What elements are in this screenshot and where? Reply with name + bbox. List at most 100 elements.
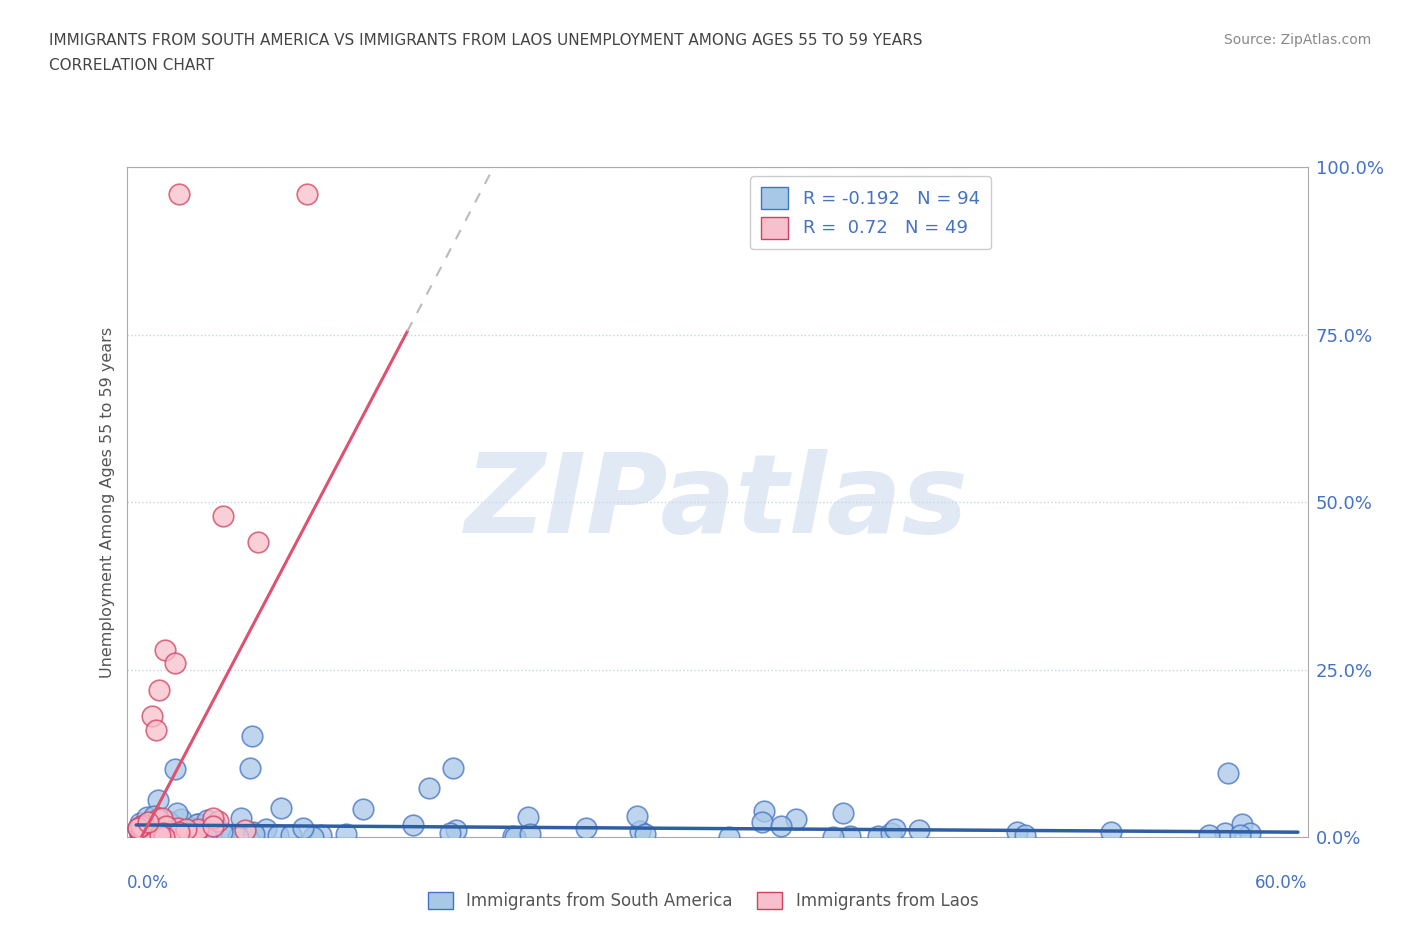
Point [163,762,186,777]
Point [214,827,236,842]
Point [156,814,179,829]
Point [148,812,170,827]
Text: 0.0%: 0.0% [127,874,169,892]
Point [866,829,889,844]
Point [152,825,174,840]
Point [884,822,907,837]
Point [132,823,155,838]
Point [301,830,323,844]
Point [908,822,931,837]
Point [231,811,253,826]
Point [831,805,853,820]
Point [131,824,153,839]
Point [502,828,524,843]
Point [138,825,160,840]
Point [204,817,226,831]
Point [280,828,302,843]
Point [233,823,256,838]
Point [516,809,538,824]
Point [148,792,170,807]
Point [155,825,177,840]
Point [785,812,807,827]
Point [159,829,181,844]
Point [418,780,440,795]
Text: ZIPatlas: ZIPatlas [465,448,969,556]
Legend: R = -0.192   N = 94, R =  0.72   N = 49: R = -0.192 N = 94, R = 0.72 N = 49 [751,177,991,249]
Point [131,826,153,841]
Point [439,826,461,841]
Point [163,818,186,833]
Point [1239,825,1261,840]
Point [155,829,177,844]
Point [193,821,215,836]
Point [138,829,160,844]
Point [752,804,775,818]
Point [152,826,174,841]
Point [166,805,188,820]
Point [717,830,740,844]
Point [174,821,197,836]
Text: 60.0%: 60.0% [1256,874,1308,892]
Point [186,823,208,838]
Point [247,535,270,550]
Point [211,825,233,840]
Point [145,829,167,844]
Point [136,810,159,825]
Point [242,826,264,841]
Point [138,827,160,842]
Point [839,829,862,844]
Point [197,830,219,844]
Point [292,820,315,835]
Point [186,817,208,831]
Point [129,829,152,844]
Point [153,814,176,829]
Point [142,830,165,844]
Point [195,829,218,844]
Point [1014,828,1036,843]
Point [145,723,167,737]
Point [270,801,292,816]
Point [195,813,218,828]
Point [129,827,152,842]
Point [180,826,202,841]
Point [167,187,190,202]
Point [150,810,173,825]
Point [179,828,201,843]
Point [148,822,170,837]
Point [180,820,202,835]
Point [149,827,172,842]
Point [626,809,648,824]
Point [1229,828,1251,843]
Point [1213,826,1236,841]
Point [167,820,190,835]
Point [136,823,159,838]
Point [155,818,177,833]
Point [141,828,163,843]
Point [633,827,655,842]
Point [201,810,224,825]
Legend: Immigrants from South America, Immigrants from Laos: Immigrants from South America, Immigrant… [420,885,986,917]
Point [169,812,191,827]
Point [187,817,209,831]
Point [138,829,160,844]
Point [519,826,541,841]
Point [242,824,264,839]
Point [628,823,651,838]
Point [128,825,150,840]
Point [879,825,901,840]
Point [160,830,183,844]
Point [770,818,793,833]
Point [575,820,598,835]
Point [132,824,155,839]
Point [505,830,527,844]
Point [254,822,277,837]
Point [1230,817,1253,831]
Point [441,761,464,776]
Point [160,827,183,842]
Point [148,826,170,841]
Point [201,818,224,833]
Point [148,683,170,698]
Point [335,827,357,842]
Point [212,508,235,523]
Point [239,761,262,776]
